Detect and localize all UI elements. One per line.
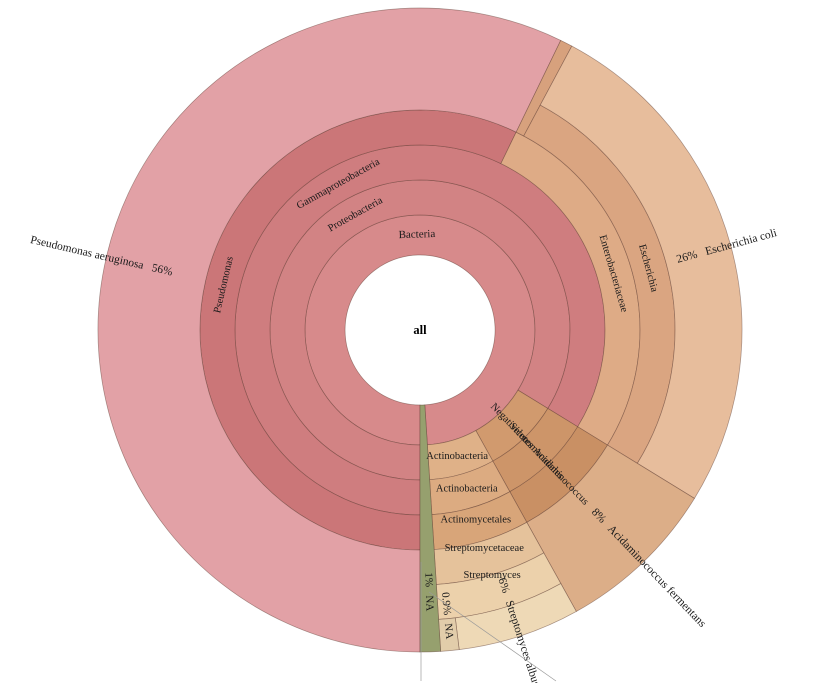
wedge-escherichia-coli[interactable] xyxy=(539,45,743,499)
label-streptomyces: Streptomyces xyxy=(464,570,521,581)
center-root-label: all xyxy=(413,323,427,337)
label-bacteria: Bacteria xyxy=(398,228,435,241)
wedge-layer xyxy=(97,7,743,653)
label-streptomyces-na: 0.9% NA xyxy=(439,592,455,640)
wedge-pseudomonas-aeruginosa[interactable] xyxy=(97,7,562,653)
wedge-na[interactable] xyxy=(419,404,442,653)
chart-center-circle[interactable] xyxy=(345,255,495,405)
label-streptomycetaceae: Streptomycetaceae xyxy=(445,543,525,554)
label-na: 1% NA xyxy=(422,572,435,611)
label-callout-line xyxy=(428,591,557,682)
label-actinobacteria-phylum: Actinobacteria xyxy=(426,451,488,462)
label-actinomycetales: Actinomycetales xyxy=(440,514,511,525)
label-actinobacteria-class: Actinobacteria xyxy=(436,484,498,495)
